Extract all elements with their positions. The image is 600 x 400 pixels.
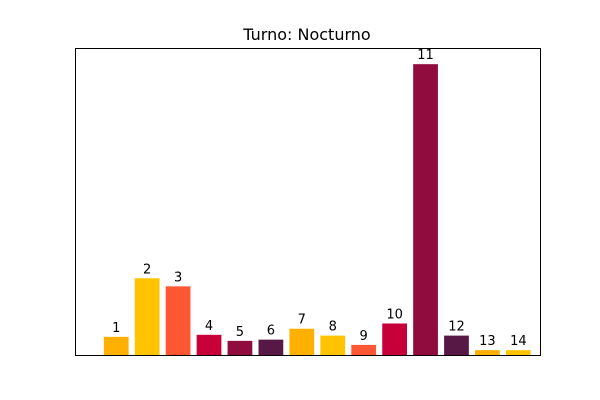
data-label-8: 8 [329,320,337,335]
data-label-13: 13 [479,334,496,349]
data-label-6: 6 [267,324,275,339]
chart-title: Turno: Nocturno [242,25,370,44]
bar-4 [196,334,222,355]
data-label-4: 4 [205,319,213,334]
bar-10 [382,323,407,355]
data-label-12: 12 [448,320,465,335]
bars-group [103,64,531,355]
data-label-10: 10 [386,307,403,322]
data-label-9: 9 [360,329,368,344]
data-label-14: 14 [510,334,527,349]
bar-9 [351,344,377,355]
bar-14 [505,350,531,355]
bar-2 [134,278,160,355]
data-label-3: 3 [174,270,182,285]
data-label-11: 11 [417,48,434,63]
plot-frame [75,48,541,356]
bar-13 [475,350,500,355]
data-label-7: 7 [298,313,306,328]
bar-8 [320,335,346,355]
bar-3 [165,286,191,355]
bar-12 [444,335,469,355]
bar-11 [413,64,438,355]
bar-6 [258,339,284,355]
bar-5 [227,340,253,355]
data-label-5: 5 [236,325,244,340]
data-label-2: 2 [143,262,151,277]
bar-7 [289,328,315,355]
bar-1 [103,336,129,355]
data-label-1: 1 [112,321,120,336]
